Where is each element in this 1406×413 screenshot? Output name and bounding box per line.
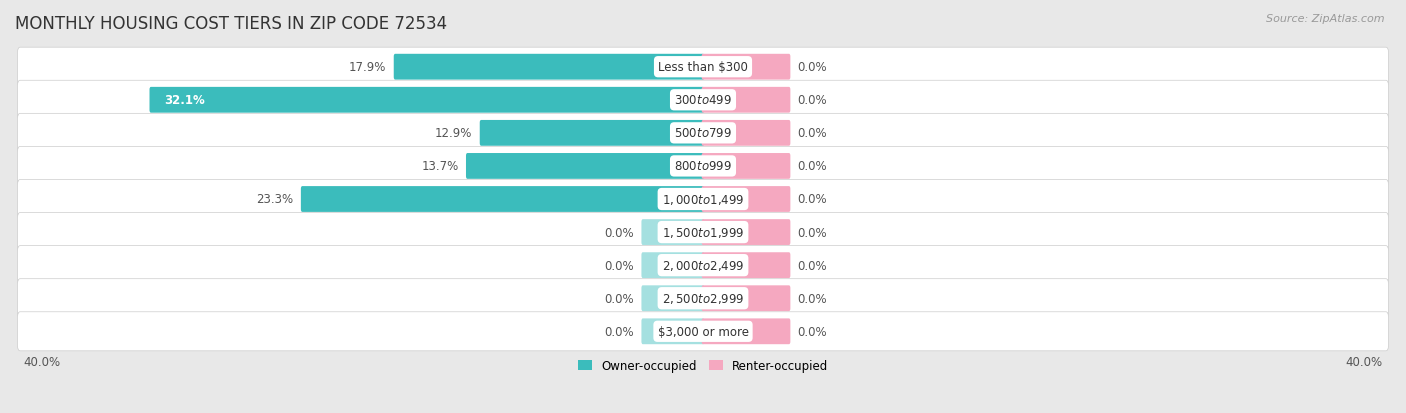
FancyBboxPatch shape <box>18 147 1388 186</box>
Text: 0.0%: 0.0% <box>797 160 827 173</box>
Text: $2,000 to $2,499: $2,000 to $2,499 <box>662 259 744 273</box>
Text: 0.0%: 0.0% <box>797 292 827 305</box>
FancyBboxPatch shape <box>702 154 790 179</box>
FancyBboxPatch shape <box>702 55 790 81</box>
Text: 17.9%: 17.9% <box>349 61 387 74</box>
FancyBboxPatch shape <box>18 81 1388 120</box>
FancyBboxPatch shape <box>18 180 1388 219</box>
Text: 0.0%: 0.0% <box>797 94 827 107</box>
Text: 0.0%: 0.0% <box>797 61 827 74</box>
FancyBboxPatch shape <box>18 213 1388 252</box>
Text: 0.0%: 0.0% <box>605 325 634 338</box>
FancyBboxPatch shape <box>18 279 1388 318</box>
FancyBboxPatch shape <box>641 318 704 344</box>
Text: $300 to $499: $300 to $499 <box>673 94 733 107</box>
FancyBboxPatch shape <box>465 154 704 179</box>
Text: $1,000 to $1,499: $1,000 to $1,499 <box>662 192 744 206</box>
FancyBboxPatch shape <box>702 121 790 146</box>
FancyBboxPatch shape <box>394 55 704 81</box>
FancyBboxPatch shape <box>641 220 704 245</box>
Text: 12.9%: 12.9% <box>434 127 472 140</box>
FancyBboxPatch shape <box>301 187 704 212</box>
FancyBboxPatch shape <box>702 220 790 245</box>
Text: 0.0%: 0.0% <box>605 292 634 305</box>
FancyBboxPatch shape <box>479 121 704 146</box>
Text: $800 to $999: $800 to $999 <box>673 160 733 173</box>
Text: $1,500 to $1,999: $1,500 to $1,999 <box>662 225 744 240</box>
Text: 40.0%: 40.0% <box>1346 355 1382 368</box>
Text: Source: ZipAtlas.com: Source: ZipAtlas.com <box>1267 14 1385 24</box>
FancyBboxPatch shape <box>18 114 1388 153</box>
FancyBboxPatch shape <box>18 246 1388 285</box>
FancyBboxPatch shape <box>18 48 1388 87</box>
Text: 0.0%: 0.0% <box>797 259 827 272</box>
Text: $500 to $799: $500 to $799 <box>673 127 733 140</box>
FancyBboxPatch shape <box>702 286 790 311</box>
Text: 23.3%: 23.3% <box>256 193 294 206</box>
Text: 0.0%: 0.0% <box>797 127 827 140</box>
FancyBboxPatch shape <box>18 312 1388 351</box>
FancyBboxPatch shape <box>641 286 704 311</box>
Text: 0.0%: 0.0% <box>797 325 827 338</box>
Text: 32.1%: 32.1% <box>165 94 205 107</box>
Text: 0.0%: 0.0% <box>605 259 634 272</box>
FancyBboxPatch shape <box>702 187 790 212</box>
Text: Less than $300: Less than $300 <box>658 61 748 74</box>
Text: 40.0%: 40.0% <box>24 355 60 368</box>
FancyBboxPatch shape <box>641 253 704 278</box>
Text: 0.0%: 0.0% <box>797 193 827 206</box>
FancyBboxPatch shape <box>702 88 790 114</box>
Text: MONTHLY HOUSING COST TIERS IN ZIP CODE 72534: MONTHLY HOUSING COST TIERS IN ZIP CODE 7… <box>15 15 447 33</box>
Text: 13.7%: 13.7% <box>422 160 458 173</box>
FancyBboxPatch shape <box>702 253 790 278</box>
FancyBboxPatch shape <box>702 318 790 344</box>
Text: 0.0%: 0.0% <box>797 226 827 239</box>
Legend: Owner-occupied, Renter-occupied: Owner-occupied, Renter-occupied <box>572 355 834 377</box>
Text: 0.0%: 0.0% <box>605 226 634 239</box>
FancyBboxPatch shape <box>149 88 704 114</box>
Text: $3,000 or more: $3,000 or more <box>658 325 748 338</box>
Text: $2,500 to $2,999: $2,500 to $2,999 <box>662 292 744 306</box>
